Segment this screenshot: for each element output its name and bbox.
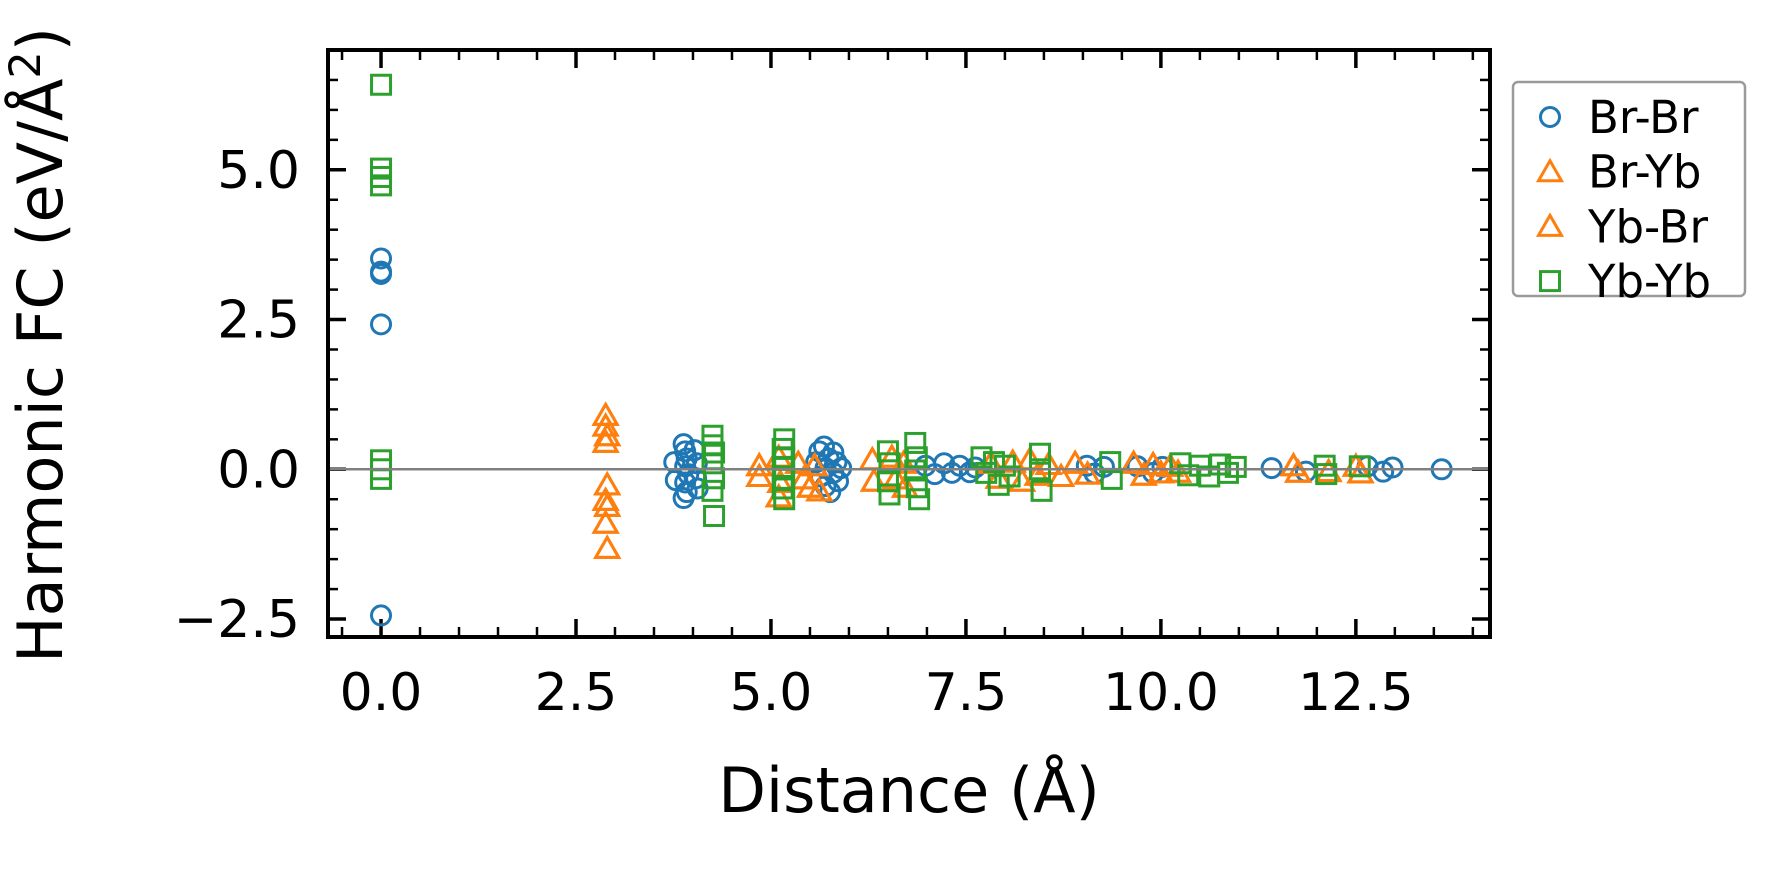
data-point-marker (370, 263, 393, 286)
x-tick-label: 0.0 (340, 663, 423, 723)
y-axis-label-main: Harmonic FC (eV/Å (4, 79, 77, 663)
data-point-marker (370, 313, 393, 336)
axis-ticks (328, 48, 1490, 637)
data-point-marker (1073, 460, 1102, 485)
legend-square-icon (1539, 270, 1561, 293)
data-point-marker (805, 476, 834, 502)
data-point-marker (1284, 458, 1313, 483)
data-point-marker (701, 452, 724, 475)
legend-entry-label: Yb-Br (1587, 200, 1709, 253)
legend-entry-label: Br-Br (1588, 91, 1699, 144)
y-axis-label-superscript: 2 (1, 51, 51, 78)
data-point-marker (1315, 463, 1338, 486)
y-tick-label: 5.0 (217, 141, 300, 201)
data-point-marker (908, 488, 931, 511)
data-point-marker (1119, 449, 1148, 474)
y-axis-label: Harmonic FC (eV/Å2) (1, 27, 77, 663)
legend-entry-br-yb: Br-Yb (1535, 146, 1701, 199)
data-point-marker (970, 446, 993, 469)
data-point-marker (591, 412, 620, 437)
data-point-marker (745, 462, 774, 487)
x-axis-label: Distance (Å) (718, 754, 1100, 827)
data-point-marker (1030, 479, 1053, 502)
legend-entry-yb-yb: Yb-Yb (1539, 255, 1711, 308)
axis-labels: Distance (Å) Harmonic FC (eV/Å2) (1, 27, 1100, 827)
x-tick-label: 5.0 (730, 663, 813, 723)
legend-entry-br-br: Br-Br (1539, 91, 1699, 144)
data-point-marker (998, 448, 1027, 473)
series-br-br (370, 247, 1453, 627)
data-point-marker (998, 465, 1021, 488)
tick-labels: 0.0 2.5 5.0 7.5 10.0 12.5 5.0 2.5 0.0 −2.5 (174, 141, 1414, 723)
data-point-marker (1092, 455, 1115, 478)
x-tick-label: 2.5 (535, 663, 618, 723)
data-point-marker (876, 470, 899, 493)
data-point-marker (876, 440, 899, 463)
data-point-marker (1099, 451, 1122, 474)
y-tick-label: −2.5 (174, 590, 300, 650)
series-yb-yb (370, 73, 1371, 528)
legend-triangle-icon (1535, 212, 1565, 237)
data-point-marker (370, 73, 393, 96)
legend-entry-yb-br: Yb-Br (1535, 200, 1709, 253)
data-point-marker (591, 428, 620, 453)
data-point-marker (701, 479, 724, 502)
y-tick-label: 0.0 (217, 440, 300, 500)
data-point-marker (1146, 458, 1175, 484)
data-point-marker (904, 431, 927, 454)
data-point-marker (827, 470, 850, 493)
data-point-marker (674, 471, 697, 494)
data-point-marker (905, 446, 928, 469)
data-point-marker (771, 455, 794, 478)
legend-box (1511, 80, 1747, 298)
data-point-marker (1075, 454, 1098, 477)
legend-triangle-icon (1535, 157, 1565, 183)
y-tick-label: 2.5 (217, 291, 300, 351)
data-points (370, 73, 1453, 627)
x-tick-label: 10.0 (1103, 663, 1219, 723)
data-point-marker (1346, 458, 1375, 484)
x-tick-label: 7.5 (925, 663, 1008, 723)
plot-frame (326, 48, 1492, 639)
data-point-marker (1029, 442, 1052, 465)
data-point-marker (881, 464, 910, 490)
data-point-marker (1224, 455, 1247, 478)
axes-spines (326, 48, 1492, 639)
data-point-marker (878, 483, 901, 506)
data-point-marker (800, 451, 829, 477)
legend-entry-label: Yb-Yb (1587, 255, 1711, 308)
data-point-marker (593, 534, 622, 559)
data-point-marker (1216, 461, 1239, 484)
data-point-marker (773, 488, 796, 511)
data-point-marker (745, 451, 774, 477)
data-point-marker (1046, 462, 1076, 487)
data-point-marker (591, 401, 620, 426)
legend-circle-icon (1539, 106, 1561, 128)
data-point-marker (703, 505, 726, 528)
data-point-marker (1348, 455, 1371, 478)
data-point-marker (905, 476, 928, 499)
legend-entry-label: Br-Yb (1588, 146, 1701, 199)
data-point-marker (1381, 456, 1404, 479)
data-point-marker (591, 509, 620, 534)
y-axis-label-close: ) (4, 27, 77, 51)
data-point-marker (370, 247, 393, 270)
data-point-marker (370, 604, 393, 627)
x-tick-label: 12.5 (1298, 663, 1414, 723)
data-point-marker (593, 421, 622, 447)
data-point-marker (370, 174, 393, 197)
data-point-marker (1061, 449, 1090, 474)
